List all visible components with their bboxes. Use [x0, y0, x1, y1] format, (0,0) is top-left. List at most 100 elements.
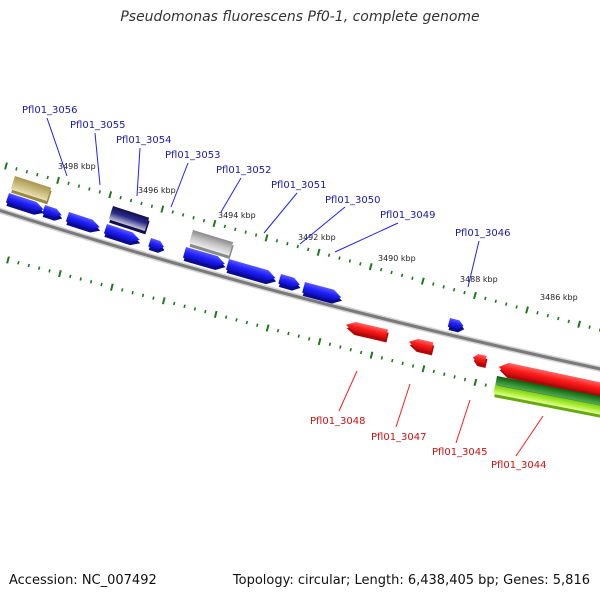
inner-tick — [183, 304, 186, 308]
kbp-label: 3494 kbp — [218, 211, 256, 220]
inner-tick — [484, 383, 487, 387]
outer-tick — [567, 319, 570, 324]
forward-gene-label[interactable]: Pfl01_3053 — [165, 150, 221, 161]
inner-tick — [193, 307, 197, 311]
outer-tick — [4, 162, 8, 170]
inner-tick — [6, 256, 10, 264]
forward-gene-block — [225, 259, 277, 285]
forward-gene-label[interactable]: Pfl01_3055 — [70, 120, 126, 131]
inner-tick — [473, 378, 478, 387]
inner-tick — [443, 372, 446, 376]
outer-tick — [296, 244, 299, 249]
outer-tick — [379, 267, 383, 272]
leader-line — [46, 117, 68, 177]
reverse-gene-label[interactable]: Pfl01_3044 — [491, 460, 547, 471]
inner-tick — [265, 324, 270, 332]
outer-tick — [254, 233, 258, 237]
outer-tick — [359, 262, 362, 266]
outer-tick — [484, 296, 487, 301]
gene-features — [5, 176, 600, 419]
outer-tick — [307, 247, 310, 252]
inner-tick — [308, 337, 311, 341]
outer-tick — [577, 320, 582, 328]
outer-tick — [390, 270, 393, 275]
forward-gene-block — [148, 238, 165, 253]
inner-tick — [121, 288, 124, 292]
kbp-scale-labels: 3498 kbp 3496 kbp 3494 kbp 3492 kbp 3490 kbp… — [58, 162, 578, 302]
forward-gene-label[interactable]: Pfl01_3056 — [22, 105, 78, 116]
kbp-label: 3488 kbp — [460, 275, 498, 284]
inner-tick — [359, 350, 363, 355]
reverse-gene-label[interactable]: Pfl01_3045 — [432, 447, 488, 458]
outer-tick — [77, 184, 81, 188]
outer-tick — [171, 210, 174, 214]
reverse-gene-label[interactable]: Pfl01_3048 — [310, 416, 366, 427]
outer-tick — [588, 325, 591, 329]
inner-tick — [245, 320, 249, 325]
outer-tick — [98, 190, 101, 194]
inner-tick — [213, 310, 218, 319]
reverse-gene-block — [345, 322, 389, 343]
inner-tick — [17, 260, 20, 265]
inner-tick — [421, 365, 426, 373]
forward-gene-label[interactable]: Pfl01_3046 — [455, 228, 511, 239]
leader-line — [515, 415, 544, 457]
forward-gene-label[interactable]: Pfl01_3051 — [271, 180, 327, 191]
inner-tick — [131, 290, 134, 295]
outer-tick — [505, 302, 508, 306]
inner-tick — [110, 283, 114, 291]
inner-tick — [369, 351, 374, 359]
outer-tick — [264, 234, 269, 242]
forward-gene-label[interactable]: Pfl01_3052 — [216, 165, 272, 176]
inner-tick — [27, 263, 30, 268]
inner-tick-ring — [6, 256, 600, 417]
inner-tick — [58, 269, 62, 278]
reverse-gene-block — [408, 338, 435, 356]
outer-tick — [36, 172, 39, 177]
outer-tick — [223, 224, 227, 229]
forward-gene-label[interactable]: Pfl01_3050 — [325, 195, 381, 206]
leader-line — [94, 132, 101, 186]
inner-tick — [204, 309, 207, 314]
backbone-track — [0, 207, 600, 372]
accession-text: Accession: NC_007492 — [9, 573, 157, 588]
inner-tick — [48, 269, 51, 273]
outer-tick-ring — [4, 162, 600, 332]
outer-tick — [432, 282, 435, 286]
inner-tick — [69, 274, 72, 279]
outer-tick — [202, 218, 206, 223]
forward-gene-block — [302, 282, 342, 304]
forward-gene-label[interactable]: Pfl01_3049 — [380, 210, 436, 221]
outer-tick — [46, 175, 49, 180]
leader-line — [395, 383, 411, 428]
outer-tick — [327, 253, 331, 257]
outer-tick — [129, 198, 133, 203]
inner-tick — [349, 347, 352, 352]
outer-tick — [15, 167, 18, 171]
leader-line — [467, 240, 480, 288]
reverse-gene-block — [498, 362, 600, 399]
inner-tick — [161, 297, 166, 305]
forward-gene-block — [103, 224, 141, 246]
kbp-label: 3490 kbp — [378, 254, 416, 263]
inner-tick — [339, 345, 342, 349]
inner-tick — [317, 337, 322, 346]
reverse-gene-label[interactable]: Pfl01_3047 — [371, 432, 427, 443]
outer-tick — [234, 227, 237, 232]
navy-feature — [108, 206, 150, 235]
leader-line — [170, 162, 189, 208]
inner-tick — [401, 361, 404, 366]
outer-tick — [348, 259, 352, 263]
forward-gene-block — [447, 318, 465, 333]
kbp-label: 3492 kbp — [298, 233, 336, 242]
label-leader-lines — [46, 117, 544, 457]
outer-tick — [338, 256, 341, 260]
inner-tick — [287, 331, 290, 336]
forward-gene-label[interactable]: Pfl01_3054 — [116, 135, 172, 146]
inner-tick — [380, 356, 384, 360]
outer-tick — [192, 216, 195, 220]
genome-stats-text: Topology: circular; Length: 6,438,405 bp… — [232, 573, 590, 588]
leader-line — [338, 370, 358, 412]
